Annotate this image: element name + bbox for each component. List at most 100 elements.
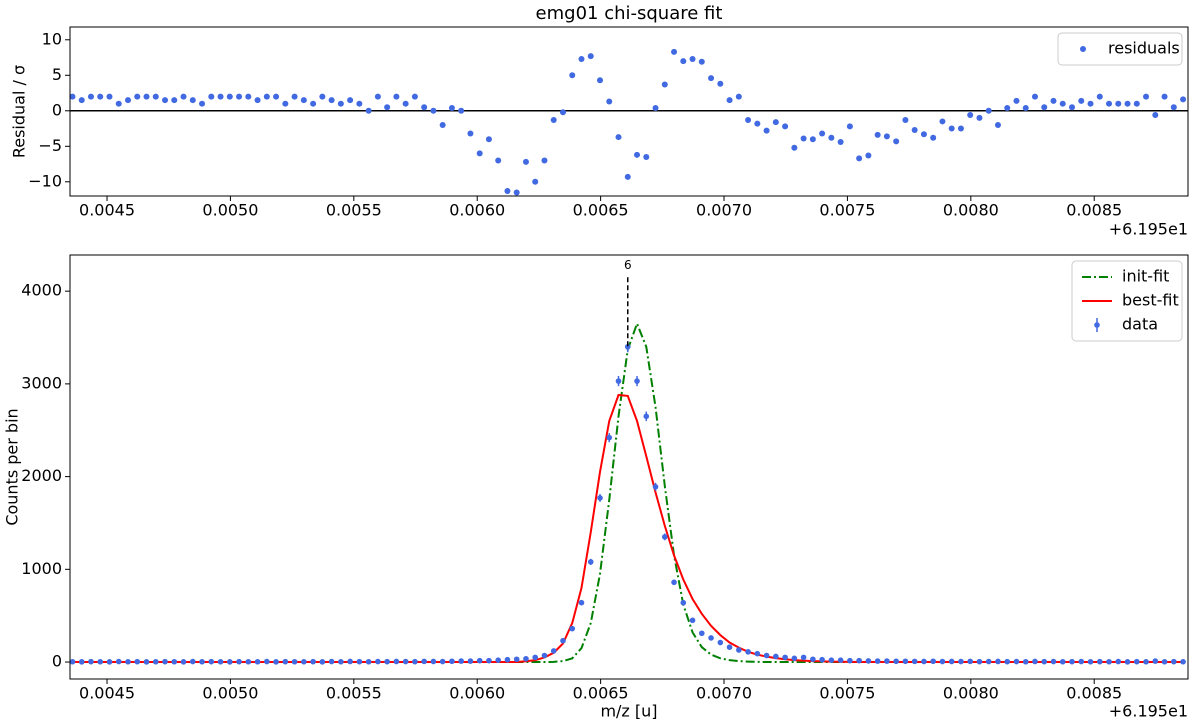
data-point — [208, 658, 215, 665]
x-tick-label: 0.0070 — [696, 684, 752, 703]
point — [504, 188, 511, 195]
point — [791, 144, 798, 151]
data-point — [1050, 658, 1057, 665]
point — [809, 136, 816, 143]
data-point — [171, 658, 178, 665]
point — [1143, 93, 1150, 100]
x-tick-label: 0.0080 — [943, 201, 999, 220]
data-point — [699, 630, 705, 637]
point — [559, 109, 566, 116]
data-point — [532, 654, 539, 661]
point — [384, 104, 391, 111]
y-tick-label: 3000 — [21, 373, 62, 392]
data-point — [402, 658, 409, 665]
data-point — [319, 659, 326, 665]
point — [87, 93, 94, 100]
point — [1180, 96, 1187, 103]
point — [819, 130, 826, 137]
data-point — [393, 658, 400, 665]
data-point — [310, 658, 316, 665]
data-point — [449, 658, 455, 665]
legend-swatch — [1094, 322, 1100, 328]
y-tick-label: 2000 — [21, 466, 62, 485]
data-point — [254, 658, 261, 665]
point — [162, 97, 169, 104]
data-point — [282, 658, 289, 665]
data-point — [273, 659, 279, 665]
data-point — [476, 657, 483, 664]
point — [671, 48, 678, 55]
point — [902, 117, 909, 124]
data-point — [430, 658, 437, 665]
point — [485, 136, 492, 143]
data-point — [1059, 658, 1066, 665]
data-point — [1106, 658, 1112, 665]
data-point — [773, 653, 779, 660]
data-point — [1124, 659, 1131, 665]
data-point — [643, 413, 650, 420]
x-tick-label: 0.0050 — [202, 201, 258, 220]
data-point — [1004, 658, 1011, 665]
point — [115, 100, 122, 107]
y-tick-label: 0 — [52, 652, 62, 671]
point — [1170, 104, 1177, 111]
point — [467, 130, 474, 137]
data-point — [958, 658, 964, 665]
point — [70, 93, 76, 100]
point — [458, 107, 465, 114]
data-point — [819, 656, 825, 663]
data-point — [634, 378, 640, 384]
data-point — [1152, 658, 1159, 664]
data-point — [439, 658, 446, 665]
data-point — [708, 635, 714, 641]
data-point — [985, 658, 992, 665]
point — [1041, 104, 1048, 111]
data-point — [162, 658, 168, 665]
x-tick-label: 0.0085 — [1066, 684, 1122, 703]
point — [680, 58, 687, 65]
point — [1087, 100, 1094, 107]
data-point — [384, 658, 390, 665]
point — [920, 131, 927, 138]
data-point — [550, 648, 557, 654]
y-axis-label: Residual / σ — [10, 65, 29, 158]
plot-area — [70, 277, 1186, 665]
point — [874, 131, 881, 138]
point — [763, 127, 770, 134]
point — [1004, 104, 1011, 111]
axes-frame — [69, 26, 1189, 197]
point — [772, 119, 779, 126]
point — [171, 97, 178, 104]
point — [726, 97, 733, 104]
point — [374, 93, 381, 100]
point — [448, 104, 455, 111]
data-point — [421, 658, 427, 665]
axes-frame — [69, 254, 1189, 680]
fit-line — [72, 320, 1184, 664]
data-point — [70, 658, 76, 665]
point — [273, 93, 280, 100]
point — [782, 123, 789, 130]
point — [143, 93, 150, 100]
point — [328, 97, 335, 104]
point — [634, 151, 641, 158]
data-point — [338, 658, 344, 665]
x-axis-label: m/z [u] — [600, 702, 657, 721]
point — [106, 93, 113, 100]
point — [1096, 93, 1103, 100]
data-point — [1022, 658, 1029, 665]
point — [745, 117, 752, 124]
point — [643, 153, 650, 160]
point — [615, 134, 622, 141]
x-tick-label: 0.0045 — [79, 684, 135, 703]
data-point — [736, 647, 742, 653]
data-point — [115, 658, 122, 665]
point — [217, 93, 224, 100]
point — [134, 93, 141, 100]
data-point — [800, 654, 807, 661]
point — [939, 118, 946, 125]
point — [1078, 97, 1085, 104]
data-point — [328, 658, 335, 665]
